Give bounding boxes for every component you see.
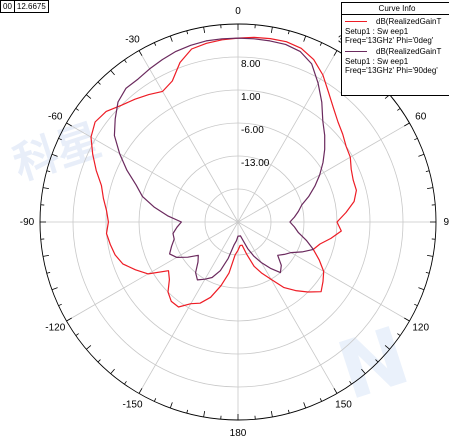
legend-title: Curve Info [342, 3, 449, 15]
angle-tick [42, 187, 49, 190]
angle-tick [51, 153, 58, 157]
radial-labels: 8.00 1.00 -6.00 -13.00 [241, 59, 270, 169]
angle-tick [418, 153, 425, 157]
angle-tick [414, 303, 418, 307]
angle-tick [153, 398, 157, 402]
angle-tick [58, 137, 62, 141]
angle-tick [333, 388, 338, 394]
angle-tick [397, 108, 401, 111]
angle-tick [186, 409, 189, 414]
angle-tick [51, 287, 58, 291]
radial-label: 8.00 [241, 59, 261, 70]
angle-tick [319, 42, 323, 46]
angle-tick [169, 402, 173, 409]
legend-entry-name: dB(RealizedGainT [376, 17, 442, 26]
grid-ring [204, 188, 272, 256]
angle-label: -150 [122, 400, 142, 411]
angle-tick [203, 411, 206, 418]
angle-label: -120 [45, 323, 65, 334]
angle-tick [349, 381, 352, 385]
legend-entry-freq: Freq='13GHz' Phi='0deg' [345, 36, 434, 45]
angle-tick [425, 170, 430, 173]
marker-readout: 00 12.6675 [0, 0, 49, 13]
angle-tick [319, 398, 323, 402]
angle-tick [303, 402, 307, 409]
angle-tick [86, 94, 92, 99]
angle-tick [153, 42, 157, 46]
angle-tick [138, 50, 143, 56]
angle-tick [124, 381, 127, 385]
marker-value: 12.6675 [14, 0, 49, 13]
angle-tick [97, 359, 101, 363]
legend-entry-name: dB(RealizedGainT [376, 47, 442, 56]
angle-tick [169, 35, 173, 42]
angle-tick [418, 287, 425, 291]
angle-label: 60 [415, 112, 427, 123]
angle-tick [303, 35, 307, 42]
angle-tick [404, 317, 410, 322]
angle-label: -90 [20, 217, 35, 228]
grid-ring [171, 155, 305, 289]
radial-label: -6.00 [241, 125, 264, 136]
angle-tick [42, 254, 49, 257]
angle-label: 150 [335, 400, 352, 411]
angle-tick [110, 368, 115, 374]
angle-ticks [40, 24, 436, 420]
angle-label: 90 [443, 217, 449, 228]
polar-grid [39, 23, 437, 421]
angle-tick [66, 122, 72, 127]
radial-label: 1.00 [241, 92, 261, 103]
angle-tick [86, 345, 92, 350]
angle-tick [404, 122, 410, 127]
curve-info-legend: Curve Info dB(RealizedGainT Setup1 : Sw … [341, 2, 449, 96]
angle-tick [425, 271, 430, 274]
angle-label: -30 [125, 34, 140, 45]
curves [90, 36, 357, 308]
angle-tick [333, 50, 338, 56]
angle-tick [287, 409, 290, 414]
angle-tick [270, 26, 273, 33]
curve-phi-90 [113, 37, 326, 281]
angle-tick [375, 359, 379, 363]
legend-entry[interactable]: dB(RealizedGainT Setup1 : Sw eep1 Freq='… [342, 17, 449, 45]
angle-tick [75, 333, 79, 336]
angle-tick [66, 317, 72, 322]
angle-tick [75, 108, 79, 111]
angle-tick [384, 345, 390, 350]
angle-tick [97, 81, 101, 85]
angle-tick [46, 271, 51, 274]
angle-label: 120 [412, 323, 429, 334]
curve-phi-0 [90, 36, 357, 308]
angle-tick [58, 303, 62, 307]
grid-ring [105, 89, 371, 355]
grid-ring [72, 56, 404, 388]
angle-tick [138, 388, 143, 394]
angle-tick [397, 333, 401, 336]
angle-tick [427, 187, 434, 190]
angle-label: 0 [235, 6, 241, 17]
radial-label: -13.00 [241, 158, 270, 169]
legend-swatch [345, 51, 367, 52]
angle-tick [110, 70, 115, 76]
angle-label: 180 [230, 428, 247, 437]
angle-tick [270, 411, 273, 418]
angle-tick [414, 137, 418, 141]
angle-tick [361, 368, 366, 374]
angle-tick [124, 59, 127, 63]
legend-entry-setup: Setup1 : Sw eep1 [345, 27, 409, 36]
angle-tick [46, 170, 51, 173]
angle-tick [287, 30, 290, 35]
legend-entry-setup: Setup1 : Sw eep1 [345, 57, 409, 66]
angle-label: -60 [48, 112, 63, 123]
legend-swatch [345, 21, 367, 22]
angle-tick [427, 254, 434, 257]
angle-tick [203, 26, 206, 33]
angle-tick [186, 30, 189, 35]
legend-entry-freq: Freq='13GHz' Phi='90deg' [345, 66, 438, 75]
marker-angle: 00 [0, 0, 15, 13]
legend-entry[interactable]: dB(RealizedGainT Setup1 : Sw eep1 Freq='… [342, 47, 449, 75]
